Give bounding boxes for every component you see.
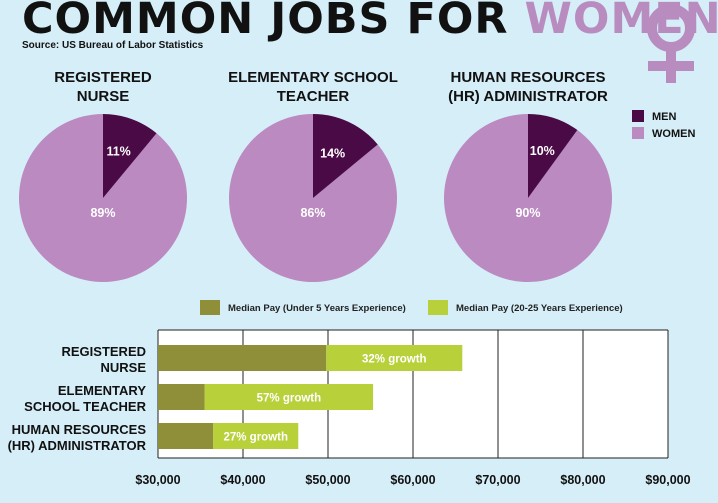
pie-slice-men [313, 114, 378, 198]
pie-title-registered-nurse: REGISTERED NURSE [3, 68, 203, 106]
pie-title-line: NURSE [76, 88, 130, 105]
x-tick-label: $40,000 [220, 473, 265, 487]
pie-label-women: 90% [515, 206, 540, 220]
title-part-1: COMMON JOBS FOR [22, 0, 525, 44]
bar-under5 [158, 384, 205, 410]
pie-title-line: HUMAN RESOURCES [450, 69, 606, 86]
bar-under5 [158, 345, 327, 371]
bar-20-25 [213, 423, 299, 449]
category-label: (HR) ADMINISTRATOR [8, 438, 147, 453]
legend-swatch-20-25 [428, 300, 448, 315]
pie-slice-men [528, 114, 578, 198]
pie-slice-men [103, 114, 157, 198]
pie-label-men: 11% [106, 145, 130, 159]
pie-label-men: 10% [530, 144, 555, 158]
pie-title-hr-administrator: HUMAN RESOURCES (HR) ADMINISTRATOR [428, 68, 628, 106]
growth-annotation: 57% growth [257, 393, 322, 405]
category-label: SCHOOL TEACHER [24, 399, 146, 414]
growth-annotation: 27% growth [223, 432, 288, 444]
x-tick-label: $50,000 [305, 473, 350, 487]
pie-charts: 11% 89% 14% 86% 10% 90% [19, 114, 612, 283]
bar-chart: $30,000 $40,000 $50,000 $60,000 $70,000 $80,0… [8, 329, 691, 487]
pie-title-line: ELEMENTARY SCHOOL [228, 69, 398, 86]
legend-swatch-men [632, 110, 644, 122]
category-label: HUMAN RESOURCES [12, 422, 147, 437]
category-label: ELEMENTARY [58, 383, 146, 398]
legend-label-under5: Median Pay (Under 5 Years Experience) [228, 303, 406, 314]
pie-title-line: (HR) ADMINISTRATOR [448, 88, 608, 105]
female-symbol-icon [647, 4, 695, 83]
source-note: Source: US Bureau of Labor Statistics [22, 40, 204, 51]
x-tick-label: $80,000 [560, 473, 605, 487]
pie-title-line: TEACHER [276, 88, 350, 105]
x-tick-label: $90,000 [645, 473, 690, 487]
legend-label-20-25: Median Pay (20-25 Years Experience) [456, 303, 623, 314]
x-tick-label: $70,000 [475, 473, 520, 487]
pie-title-elementary-teacher: ELEMENTARY SCHOOL TEACHER [213, 68, 413, 106]
legend-label-women: WOMEN [652, 128, 695, 140]
x-tick-label: $30,000 [135, 473, 180, 487]
bar-under5 [158, 423, 214, 449]
legend-swatch-women [632, 127, 644, 139]
pie-label-men: 14% [320, 146, 345, 160]
growth-annotation: 32% growth [362, 354, 427, 366]
legend-swatch-under5 [200, 300, 220, 315]
category-label: REGISTERED [61, 344, 146, 359]
bar-20-25 [204, 384, 374, 410]
pie-label-women: 89% [90, 206, 115, 220]
x-tick-label: $60,000 [390, 473, 435, 487]
bar-20-25 [326, 345, 463, 371]
legend-label-men: MEN [652, 111, 677, 123]
pie-title-line: REGISTERED [54, 69, 152, 86]
pie-slice-women [19, 114, 187, 283]
category-label: NURSE [100, 360, 146, 375]
pie-label-women: 86% [300, 206, 325, 220]
